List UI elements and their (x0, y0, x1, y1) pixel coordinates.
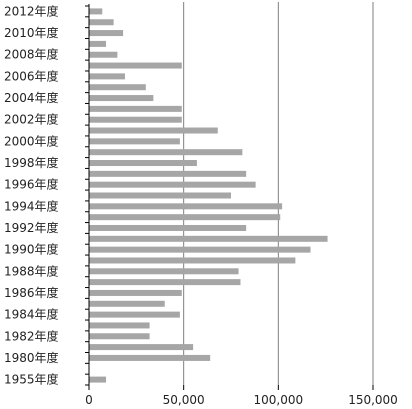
axes (85, 4, 374, 390)
bar-1983年度 (89, 322, 150, 329)
bar-1992年度 (89, 224, 247, 231)
bar-1989年度 (89, 257, 296, 264)
x-tick-label: 100,000 (254, 393, 304, 407)
bar-2012年度 (89, 8, 103, 15)
bar-1986年度 (89, 289, 182, 296)
tick-labels: 2012年度 2010年度 2008年度 2006年度 2004年度 2002年度 2000… (4, 3, 398, 407)
y-tick-label: 2004年度 (4, 90, 59, 105)
bar-1987年度 (89, 279, 241, 286)
bar-1996年度 (89, 181, 256, 188)
bar-1998年度 (89, 160, 197, 167)
bar-2010年度 (89, 30, 124, 37)
bar-1993年度 (89, 214, 281, 221)
y-tick-label: 1980年度 (4, 350, 59, 365)
y-tick-label: 1982年度 (4, 328, 59, 343)
bar-1988年度 (89, 268, 239, 275)
bar-1991年度 (89, 235, 328, 242)
bar-1955年度 (89, 376, 107, 383)
y-tick-label: 1994年度 (4, 198, 59, 213)
bar-1980年度 (89, 354, 211, 361)
x-tick-label: 0 (85, 393, 93, 407)
bar-2003年度 (89, 105, 182, 112)
bar-2005年度 (89, 84, 146, 91)
y-tick-label: 1986年度 (4, 285, 59, 300)
y-tick-label: 1992年度 (4, 220, 59, 235)
bar-1985年度 (89, 300, 165, 307)
bar-2009年度 (89, 40, 107, 47)
bar-1994年度 (89, 203, 283, 210)
bars (89, 8, 328, 383)
y-tick-label: 1988年度 (4, 263, 59, 278)
x-tick-label: 150,000 (348, 393, 398, 407)
bar-1981年度 (89, 344, 194, 351)
y-tick-label: 1955年度 (4, 372, 59, 387)
bar-1997年度 (89, 170, 247, 177)
y-tick-label: 1984年度 (4, 307, 59, 322)
bar-2007年度 (89, 62, 182, 69)
y-tick-label: 2010年度 (4, 25, 59, 40)
bar-2008年度 (89, 51, 118, 58)
y-tick-label: 1998年度 (4, 155, 59, 170)
bar-1990年度 (89, 246, 311, 253)
x-tick-label: 50,000 (163, 393, 205, 407)
bar-2004年度 (89, 95, 154, 102)
bar-1995年度 (89, 192, 231, 199)
y-tick-label: 2006年度 (4, 68, 59, 83)
bar-1999年度 (89, 149, 243, 156)
y-tick-label: 2008年度 (4, 47, 59, 62)
bar-2011年度 (89, 19, 114, 26)
bar-1984年度 (89, 311, 180, 318)
y-tick-label: 2000年度 (4, 133, 59, 148)
y-tick-label: 1990年度 (4, 242, 59, 257)
bar-2006年度 (89, 73, 125, 80)
bar-2001年度 (89, 127, 218, 134)
y-tick-label: 1996年度 (4, 177, 59, 192)
y-tick-label: 2002年度 (4, 112, 59, 127)
bar-1982年度 (89, 333, 150, 340)
y-tick-label: 2012年度 (4, 3, 59, 18)
bar-2000年度 (89, 138, 180, 145)
bar-2002年度 (89, 116, 182, 123)
